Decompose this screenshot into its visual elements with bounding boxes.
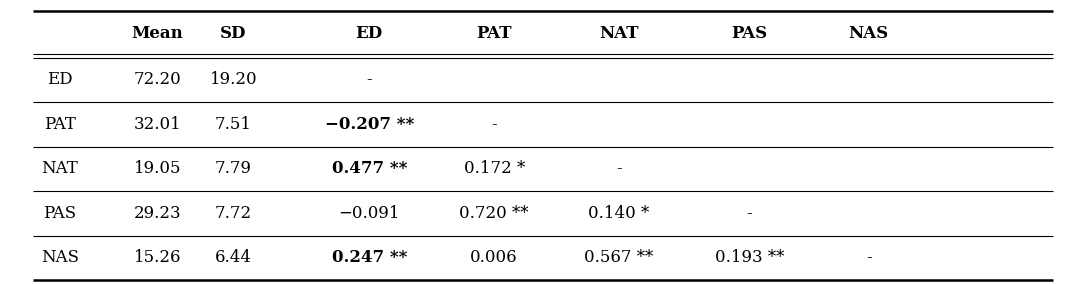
Text: -: -: [491, 116, 497, 133]
Text: PAT: PAT: [43, 116, 76, 133]
Text: 0.720 **: 0.720 **: [459, 205, 529, 222]
Text: 0.140 *: 0.140 *: [589, 205, 649, 222]
Text: PAS: PAS: [731, 25, 768, 42]
Text: ED: ED: [355, 25, 383, 42]
Text: 7.79: 7.79: [215, 160, 252, 177]
Text: 7.72: 7.72: [215, 205, 252, 222]
Text: 0.567 **: 0.567 **: [584, 249, 654, 266]
Text: 19.05: 19.05: [134, 160, 181, 177]
Text: Mean: Mean: [131, 25, 184, 42]
Text: 6.44: 6.44: [215, 249, 252, 266]
Text: -: -: [616, 160, 622, 177]
Text: PAS: PAS: [43, 205, 76, 222]
Text: 0.193 **: 0.193 **: [715, 249, 784, 266]
Text: PAT: PAT: [477, 25, 512, 42]
Text: 72.20: 72.20: [134, 71, 181, 88]
Text: −0.207 **: −0.207 **: [325, 116, 414, 133]
Text: NAS: NAS: [849, 25, 888, 42]
Text: NAT: NAT: [41, 160, 78, 177]
Text: -: -: [746, 205, 753, 222]
Text: 29.23: 29.23: [134, 205, 181, 222]
Text: 32.01: 32.01: [134, 116, 181, 133]
Text: 0.006: 0.006: [470, 249, 518, 266]
Text: 7.51: 7.51: [215, 116, 252, 133]
Text: ED: ED: [47, 71, 73, 88]
Text: −0.091: −0.091: [339, 205, 400, 222]
Text: 0.477 **: 0.477 **: [331, 160, 407, 177]
Text: -: -: [866, 249, 872, 266]
Text: NAS: NAS: [41, 249, 78, 266]
Text: 0.247 **: 0.247 **: [331, 249, 407, 266]
Text: -: -: [366, 71, 372, 88]
Text: 15.26: 15.26: [134, 249, 181, 266]
Text: 0.172 *: 0.172 *: [464, 160, 525, 177]
Text: 19.20: 19.20: [210, 71, 257, 88]
Text: SD: SD: [220, 25, 247, 42]
Text: NAT: NAT: [599, 25, 639, 42]
